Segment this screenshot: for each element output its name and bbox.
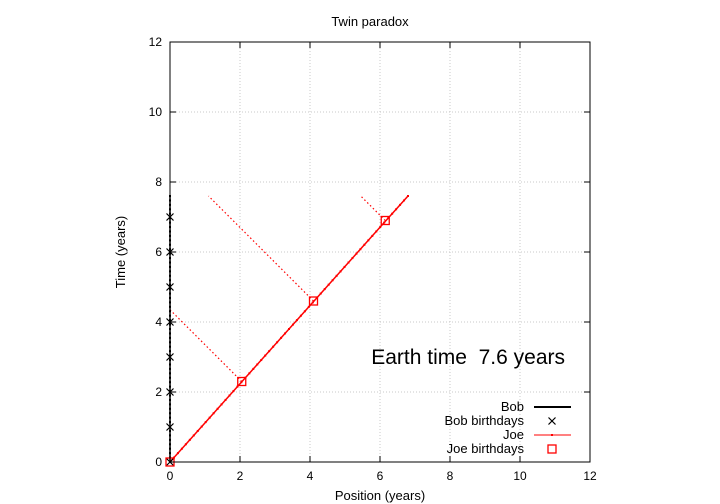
joe-point-32 [295, 319, 298, 322]
joe-point-39 [323, 288, 326, 291]
joe-birthday-3 [380, 215, 390, 226]
earth-time-annotation: Earth time 7.6 years [371, 346, 565, 369]
legend-symbol-dot-joe [551, 434, 553, 436]
joe-point-16 [232, 390, 235, 393]
joe-point-12 [216, 407, 219, 410]
x-tick-label-3: 6 [377, 469, 384, 483]
y-tick-label-0: 0 [155, 455, 162, 469]
joe-point-8 [200, 425, 203, 428]
joe-point-26 [272, 345, 275, 348]
joe-point-17 [236, 385, 239, 388]
joe-point-9 [204, 421, 207, 424]
joe-point-29 [284, 332, 287, 335]
legend-label-bob: Bob [501, 399, 524, 414]
joe-point-49 [363, 243, 366, 246]
joe-point-40 [327, 283, 330, 286]
joe-point-43 [339, 270, 342, 273]
y-tick-label-1: 2 [155, 385, 162, 399]
joe-point-31 [291, 323, 294, 326]
joe-point-5 [188, 438, 191, 441]
joe-point-41 [331, 279, 334, 282]
x-tick-label-5: 10 [513, 469, 527, 483]
light-lines [169, 195, 386, 382]
legend-label-joe: Joe [503, 427, 524, 442]
joe-birthday-1 [237, 376, 247, 387]
light-line-1 [208, 195, 314, 302]
joe-point-20 [248, 372, 251, 375]
joe-point-56 [391, 212, 394, 215]
joe-point-53 [379, 226, 382, 229]
joe-point-55 [387, 217, 390, 220]
joe-point-58 [399, 203, 402, 206]
x-tick-label-6: 12 [583, 469, 597, 483]
joe-point-2 [176, 452, 179, 455]
series-layer [165, 195, 409, 467]
joe-point-4 [184, 443, 187, 446]
legend-symbol-joe-birthdays [547, 444, 557, 454]
joe-point-46 [351, 257, 354, 260]
joe-point-59 [403, 199, 406, 202]
joe-point-27 [276, 341, 279, 344]
joe-point-42 [335, 274, 338, 277]
joe-point-57 [395, 208, 398, 211]
joe-point-54 [383, 221, 386, 224]
x-tick-label-4: 8 [447, 469, 454, 483]
joe-point-10 [208, 416, 211, 419]
joe-point-23 [260, 359, 263, 362]
joe-point-30 [288, 328, 290, 330]
x-tick-label-2: 4 [307, 469, 314, 483]
joe-point-60 [407, 195, 409, 197]
legend-symbol-bob-birthdays-b [548, 417, 556, 425]
joe-point-33 [299, 314, 302, 317]
joe-point-6 [192, 434, 195, 437]
light-line-2 [360, 195, 386, 221]
y-tick-label-5: 10 [149, 105, 163, 119]
y-axis-label: Time (years) [113, 216, 128, 288]
joe-point-3 [180, 447, 183, 450]
joe-point-35 [307, 305, 310, 308]
joe-point-47 [355, 252, 358, 255]
joe-point-21 [252, 367, 255, 370]
joe-point-18 [240, 381, 243, 384]
joe-point-36 [311, 301, 314, 304]
chart-title: Twin paradox [331, 14, 409, 29]
joe-point-34 [303, 310, 306, 313]
y-tick-label-3: 6 [155, 245, 162, 259]
joe-birthday-2 [308, 296, 319, 306]
x-axis-label: Position (years) [335, 488, 425, 503]
joe-point-15 [228, 394, 231, 397]
legend-label-bob-birthdays: Bob birthdays [445, 413, 525, 428]
joe-point-24 [264, 354, 267, 357]
ticks: 0 2 4 6 8 10 12 0 2 4 6 8 10 12 [149, 35, 597, 483]
joe-point-48 [359, 248, 362, 251]
joe-point-38 [319, 292, 322, 295]
x-tick-label-1: 2 [237, 469, 244, 483]
y-tick-label-4: 8 [155, 175, 162, 189]
joe-point-51 [371, 234, 374, 237]
joe-point-13 [220, 403, 223, 406]
joe-point-7 [196, 429, 199, 432]
joe-point-50 [367, 239, 370, 242]
joe-point-14 [224, 398, 227, 401]
joe-point-22 [256, 363, 259, 366]
joe-point-44 [343, 265, 346, 268]
joe-point-28 [280, 336, 283, 339]
light-line-0 [169, 309, 243, 382]
y-tick-label-6: 12 [149, 35, 163, 49]
y-tick-label-2: 4 [155, 315, 162, 329]
joe-point-11 [212, 412, 215, 415]
joe-point-37 [315, 296, 318, 299]
joe-point-25 [268, 350, 271, 353]
x-tick-label-0: 0 [167, 469, 174, 483]
joe-point-52 [375, 230, 378, 233]
legend-symbol-bob-birthdays [548, 417, 556, 425]
joe-point-45 [347, 261, 350, 264]
grid [170, 42, 590, 462]
legend-label-joe-birthdays: Joe birthdays [447, 441, 525, 456]
